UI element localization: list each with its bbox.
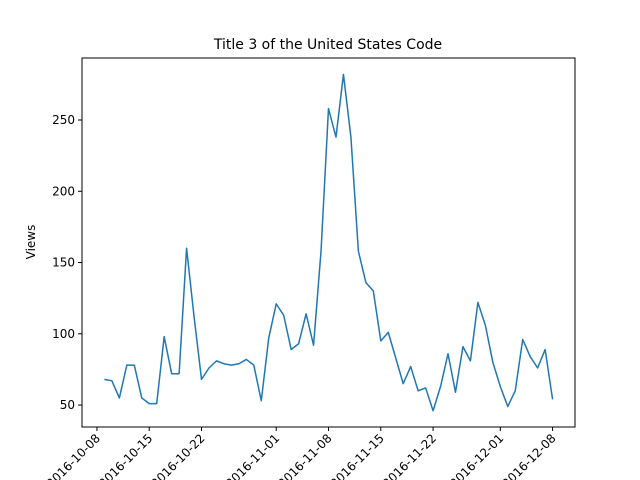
x-tick-label: 2016-12-08 <box>499 431 558 480</box>
x-tick-label: 2016-11-08 <box>275 431 334 480</box>
data-line <box>104 73 554 412</box>
chart-title: Title 3 of the United States Code <box>213 37 442 53</box>
x-tick-label: 2016-11-22 <box>380 431 439 480</box>
y-axis-label: Views <box>24 225 38 260</box>
x-tick-label: 2016-10-22 <box>148 431 207 480</box>
x-tick-label: 2016-12-01 <box>447 431 506 480</box>
y-tick-label: 200 <box>52 184 75 198</box>
y-tick-label: 100 <box>52 327 75 341</box>
y-tick-label: 150 <box>52 256 75 270</box>
x-tick-label: 2016-10-08 <box>44 431 103 480</box>
y-tick-label: 50 <box>60 398 75 412</box>
y-tick-label: 250 <box>52 113 75 127</box>
x-tick-label: 2016-10-15 <box>96 431 155 480</box>
x-tick-label: 2016-11-01 <box>223 431 282 480</box>
x-tick-label: 2016-11-15 <box>328 431 387 480</box>
